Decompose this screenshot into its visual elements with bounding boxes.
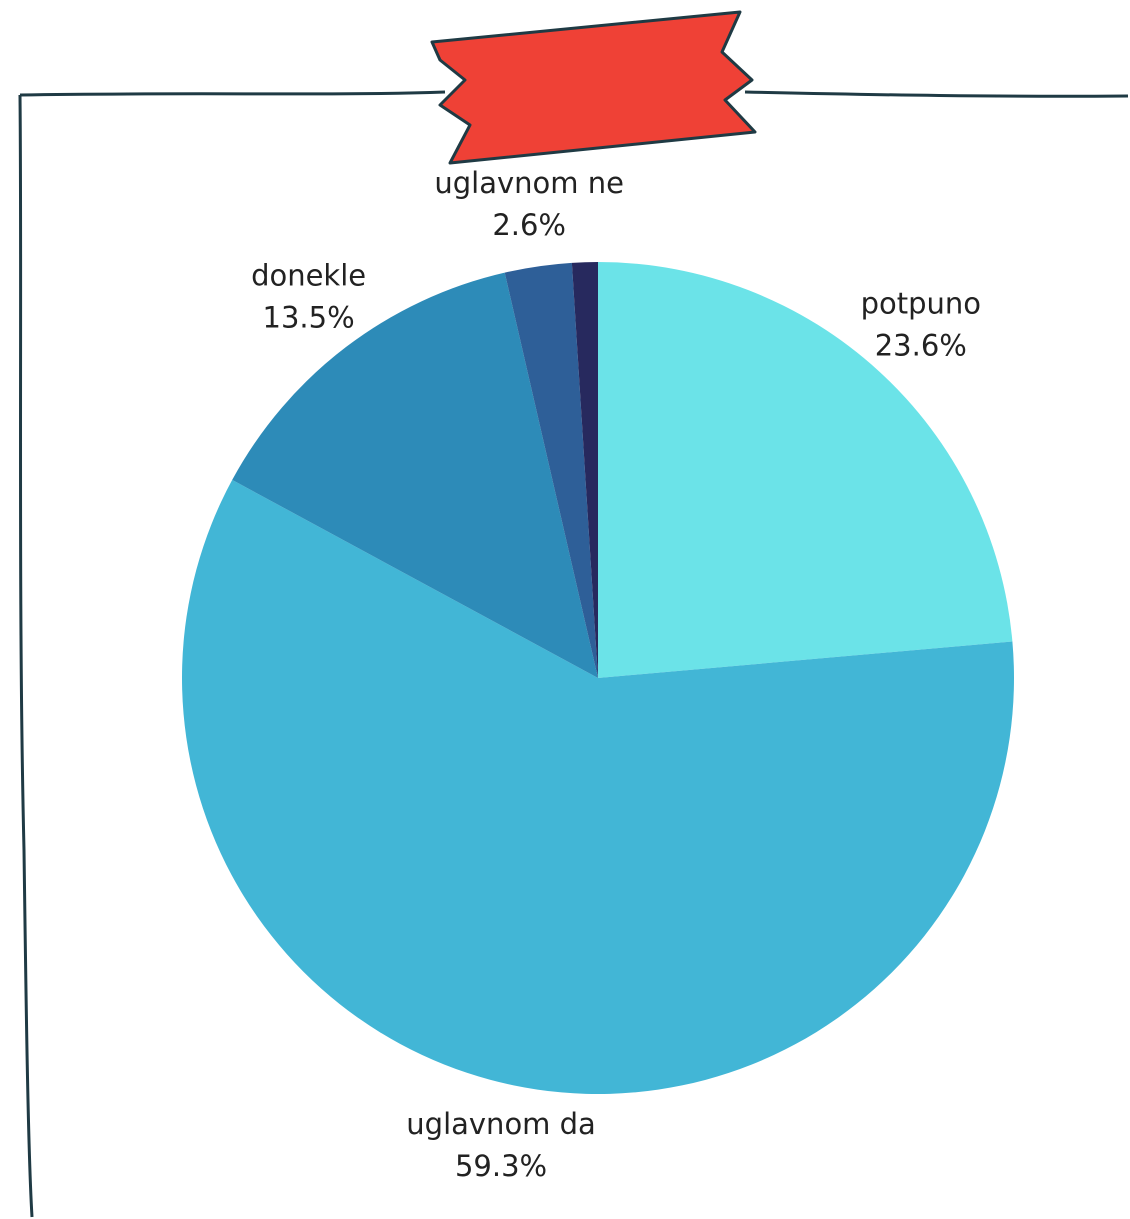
- pie-slice: [598, 262, 1012, 678]
- slice-label: uglavnom ne: [434, 166, 624, 200]
- pie: [182, 262, 1014, 1094]
- banner: [432, 12, 755, 163]
- slice-value-label: 59.3%: [455, 1149, 547, 1183]
- slice-label: potpuno: [861, 286, 981, 320]
- slice-value-label: 23.6%: [875, 328, 967, 362]
- slice-value-label: 2.6%: [492, 208, 566, 242]
- slice-value-label: 13.5%: [263, 301, 355, 335]
- chart: potpuno 23.6% uglavnom da 59.3% donekle 13.5%…: [0, 0, 1130, 1219]
- slice-label: uglavnom da: [406, 1107, 596, 1141]
- slice-label: donekle: [251, 259, 366, 293]
